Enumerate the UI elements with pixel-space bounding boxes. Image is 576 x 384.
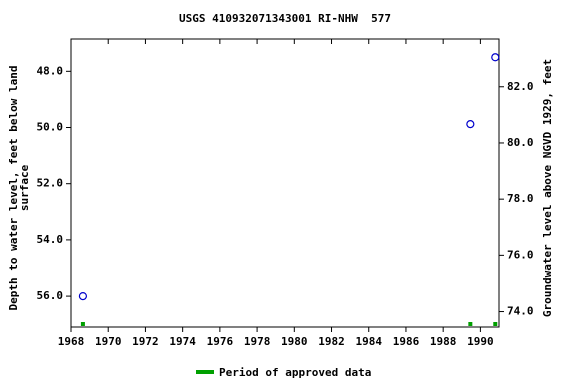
plot-frame [70, 38, 500, 328]
chart-title: USGS 410932071343001 RI-NHW 577 [179, 12, 391, 25]
x-tick-label: 1988 [430, 335, 457, 348]
x-tick-label: 1970 [95, 335, 122, 348]
y2-tick-label: 82.0 [507, 80, 534, 93]
approved-period [468, 322, 473, 326]
approved-period [80, 322, 85, 326]
y2-axis-label: Groundwater level above NGVD 1929, feet [541, 59, 554, 317]
x-tick-label: 1974 [169, 335, 196, 348]
y-tick-label: 56.0 [37, 289, 64, 302]
y2-tick-label: 76.0 [507, 248, 534, 261]
y-axis-label: surface [18, 164, 31, 211]
x-tick-label: 1982 [318, 335, 345, 348]
y-axis-label: Depth to water level, feet below land [7, 65, 20, 310]
y2-tick-label: 78.0 [507, 192, 534, 205]
y2-tick-label: 80.0 [507, 136, 534, 149]
y2-tick-label: 74.0 [507, 305, 534, 318]
x-tick-label: 1976 [207, 335, 234, 348]
y-tick-label: 50.0 [37, 121, 64, 134]
x-tick-label: 1984 [355, 335, 382, 348]
legend-label: Period of approved data [219, 366, 371, 379]
y-tick-label: 52.0 [37, 177, 64, 190]
data-point [491, 53, 500, 62]
data-point [466, 120, 475, 129]
x-tick-label: 1978 [244, 335, 271, 348]
x-tick-label: 1972 [132, 335, 159, 348]
x-tick-label: 1980 [281, 335, 308, 348]
x-tick-label: 1986 [393, 335, 420, 348]
approved-period [493, 322, 498, 326]
x-tick-label: 1990 [467, 335, 494, 348]
x-tick-label: 1968 [58, 335, 85, 348]
data-point [78, 291, 88, 301]
y-tick-label: 54.0 [37, 233, 64, 246]
y-tick-label: 48.0 [37, 64, 64, 77]
